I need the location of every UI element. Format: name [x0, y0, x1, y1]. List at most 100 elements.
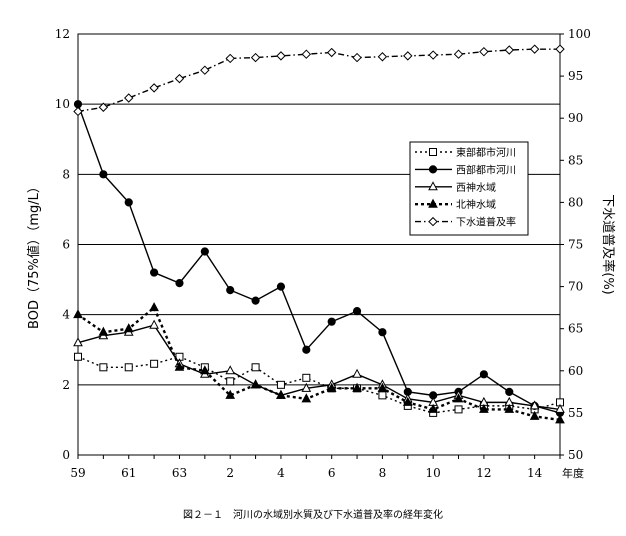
right-tick-label: 55: [568, 406, 583, 420]
gridlines: [78, 33, 560, 456]
data-point: [251, 296, 260, 305]
data-point: [504, 45, 514, 55]
data-point: [99, 170, 108, 179]
left-tick-label: 12: [55, 27, 70, 41]
right-tick-label: 65: [568, 322, 583, 336]
series-line: [77, 324, 561, 411]
data-point: [251, 363, 260, 372]
data-point: [175, 278, 184, 288]
data-point: [276, 389, 286, 399]
legend-label: 西神水域: [456, 181, 496, 194]
data-point: [250, 52, 261, 63]
data-point: [301, 393, 312, 403]
x-tick-label: 14: [527, 466, 543, 480]
data-point: [99, 363, 108, 372]
legend-marker: [429, 148, 437, 156]
data-point: [124, 93, 134, 103]
data-point: [479, 370, 488, 379]
left-tick-label: 2: [62, 378, 70, 392]
data-point: [428, 403, 438, 413]
data-point: [276, 51, 286, 61]
data-point: [378, 328, 387, 337]
right-tick-label: 80: [568, 195, 583, 209]
data-point: [327, 317, 336, 326]
right-tick-label: 90: [568, 111, 583, 125]
data-point: [174, 73, 185, 84]
right-tick-label: 95: [568, 69, 583, 83]
data-point: [225, 53, 235, 64]
data-point: [479, 403, 489, 413]
data-point: [98, 102, 109, 112]
x-tick-label: 6: [328, 466, 336, 480]
data-point: [73, 100, 83, 109]
data-point: [225, 389, 236, 399]
right-tick-label: 85: [568, 153, 583, 167]
x-axis-unit-label: 年度: [562, 466, 584, 480]
figure-caption: 図２－１ 河川の水域別水質及び下水道普及率の経年変化: [183, 510, 443, 521]
data-point: [225, 365, 236, 375]
data-point: [150, 268, 159, 277]
x-tick-label: 59: [70, 466, 85, 480]
data-point: [301, 49, 312, 59]
data-point: [453, 49, 464, 59]
data-point: [555, 403, 565, 413]
data-point: [149, 302, 159, 312]
x-tick-label: 12: [476, 466, 491, 480]
data-point: [428, 50, 438, 60]
right-axis-ticks: 50 55 60 65 70 75 80 85 90 95 100: [560, 27, 591, 462]
left-axis-ticks: 0 2 4 6 8 10 12: [55, 27, 71, 462]
right-tick-label: 70: [568, 280, 583, 294]
series-layer: [73, 44, 565, 424]
data-point: [301, 382, 312, 392]
data-point: [149, 319, 159, 329]
data-point: [555, 414, 565, 424]
left-tick-label: 10: [55, 97, 70, 111]
series-line: [77, 356, 561, 414]
data-point: [123, 323, 134, 333]
data-point: [326, 382, 337, 392]
data-point: [276, 282, 286, 291]
data-point: [352, 307, 362, 316]
data-point: [226, 377, 235, 386]
data-point: [74, 352, 82, 361]
right-tick-label: 60: [568, 364, 583, 378]
x-tick-label: 8: [379, 466, 387, 480]
legend-marker: [428, 198, 438, 208]
data-point: [174, 361, 185, 371]
right-axis-title: 下水道普及率(%): [600, 194, 616, 295]
data-point: [276, 380, 285, 389]
data-point: [226, 286, 235, 295]
data-point: [378, 391, 387, 400]
data-point: [352, 382, 362, 392]
legend-marker: [428, 181, 438, 191]
x-tick-label: 10: [426, 466, 441, 480]
data-point: [555, 44, 565, 54]
data-point: [453, 393, 464, 403]
legend-marker: [428, 216, 438, 227]
series-4: [73, 44, 565, 117]
data-point: [200, 65, 210, 75]
data-point: [200, 365, 210, 375]
legend-label: 北神水域: [456, 198, 496, 211]
data-point: [326, 47, 337, 58]
data-point: [377, 382, 388, 392]
right-tick-label: 75: [568, 238, 583, 252]
left-tick-label: 6: [62, 238, 70, 252]
x-axis-ticks: 59 61 63 2 4 6 8 10 12 14: [70, 455, 561, 480]
right-tick-label: 100: [568, 27, 591, 41]
data-point: [98, 326, 109, 336]
data-point: [377, 52, 388, 62]
data-point: [529, 44, 540, 54]
left-tick-label: 4: [62, 308, 70, 322]
data-point: [352, 52, 362, 63]
data-point: [73, 106, 83, 117]
data-point: [150, 359, 159, 368]
data-point: [403, 51, 413, 61]
data-point: [454, 405, 463, 414]
data-point: [302, 345, 311, 354]
data-point: [402, 396, 413, 406]
series-line: [77, 103, 561, 414]
data-point: [302, 373, 311, 382]
